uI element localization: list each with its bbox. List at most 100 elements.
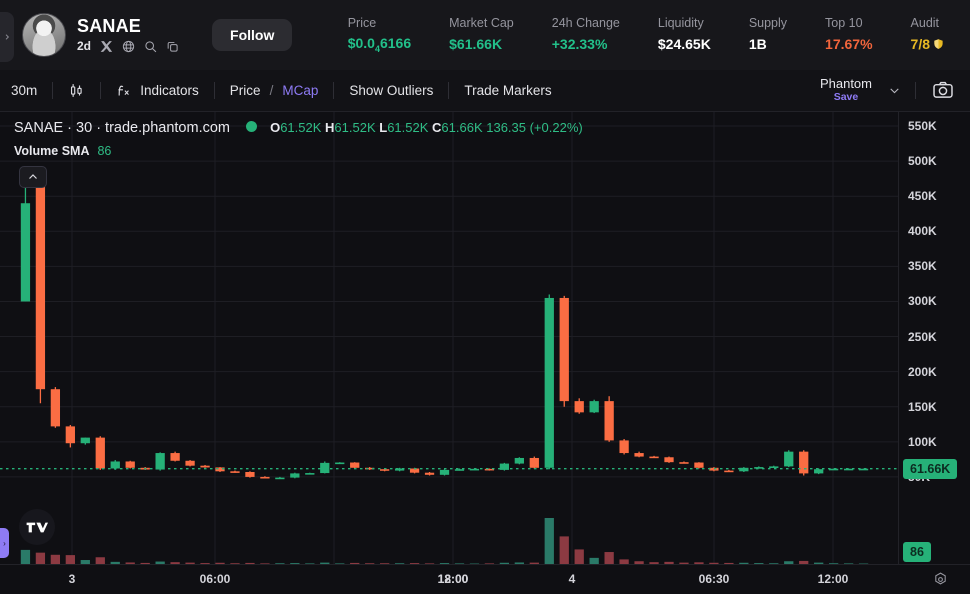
token-name: SANAE xyxy=(77,15,142,36)
tradingview-icon xyxy=(26,522,48,532)
toolbar-divider xyxy=(333,82,335,99)
mcap-option[interactable]: MCap xyxy=(282,83,319,98)
time-tick: 3 xyxy=(68,572,76,586)
chevron-down-icon[interactable] xyxy=(888,84,901,97)
token-age: 2d xyxy=(77,39,92,54)
camera-icon[interactable] xyxy=(932,79,954,101)
time-tick: 12:00 xyxy=(817,572,849,586)
toggle-separator: / xyxy=(269,83,274,98)
price-tick: 500K xyxy=(908,154,937,169)
chart-legend: SANAE · 30 · trade.phantom.com O61.52K H… xyxy=(14,120,583,136)
stat-top-10: Top 10 17.67% xyxy=(825,14,872,55)
left-panel-toggle[interactable] xyxy=(0,12,14,62)
side-drawer-handle[interactable]: › xyxy=(0,528,9,558)
collapse-pane-button[interactable] xyxy=(19,166,47,188)
toolbar-divider xyxy=(213,82,215,99)
status-dot-icon xyxy=(246,121,258,132)
time-tick: 06:30 xyxy=(698,572,730,586)
stat-value: 1B xyxy=(748,36,767,53)
token-meta-row: 2d xyxy=(77,39,179,53)
price-digits: 6166 xyxy=(379,35,412,52)
stat-label: Liquidity xyxy=(657,16,704,31)
price-tick: 100K xyxy=(908,434,937,449)
price-option[interactable]: Price xyxy=(229,83,261,98)
time-tick: 18:00 xyxy=(437,572,469,586)
close-label: C xyxy=(432,120,442,135)
show-outliers-button[interactable]: Show Outliers xyxy=(349,83,434,98)
toolbar-divider xyxy=(448,82,450,99)
chart-settings-icon[interactable] xyxy=(933,572,948,587)
stat-label: Audit xyxy=(910,16,940,31)
candlestick-plot[interactable] xyxy=(0,112,898,564)
price-mantissa: $0.0 xyxy=(347,35,375,52)
globe-icon[interactable] xyxy=(122,40,135,53)
fx-icon xyxy=(116,82,133,99)
chevron-up-icon xyxy=(29,174,37,179)
indicators-button[interactable]: Indicators xyxy=(101,70,214,112)
price-tick: 350K xyxy=(908,259,937,274)
stat-value: $0.046166 xyxy=(348,32,411,56)
open-label: O xyxy=(270,120,281,135)
stat-value: 17.67% xyxy=(825,36,873,53)
current-price-badge[interactable]: 61.66K xyxy=(903,458,958,479)
phantom-layout-selector[interactable]: Phantom Save xyxy=(812,77,880,103)
price-axis[interactable]: 550K 500K 450K 400K 350K 300K 250K 200K 150K 100K… xyxy=(898,112,970,564)
ohlc-values: O61.52K H61.52K L61.52K C61.66K 136.35 (… xyxy=(270,120,583,135)
volume-sma-legend: Volume SMA 86 xyxy=(14,144,111,158)
time-axis[interactable]: 3 06:00 12:00 18:00 4 06:30 12:00 xyxy=(0,564,970,594)
price-zero-count: 4 xyxy=(374,44,380,55)
phantom-label: Phantom xyxy=(819,76,872,92)
high-label: H xyxy=(325,120,335,135)
token-stats: Price $0.046166 Market Cap $61.66K 24h C… xyxy=(310,14,944,57)
price-mcap-toggle[interactable]: Price / MCap xyxy=(215,70,334,112)
stat-label: Market Cap xyxy=(449,16,514,31)
stat-24h-change: 24h Change +32.33% xyxy=(552,14,620,55)
token-header: SANAE 2d Follow Price $0.046166 Market C… xyxy=(0,0,970,70)
trade-markers-button[interactable]: Trade Markers xyxy=(464,83,552,98)
stat-price: Price $0.046166 xyxy=(348,14,411,57)
open-value: 61.52K xyxy=(280,120,322,135)
price-tick: 450K xyxy=(908,189,937,204)
tradingview-logo[interactable] xyxy=(19,509,55,545)
toolbar-divider xyxy=(52,82,54,99)
interval-selector[interactable]: 30m xyxy=(11,83,38,98)
chart-toolbar: 30m Indicators Price / MCap Show Outlier… xyxy=(0,70,970,112)
volume-sma-label: Volume SMA xyxy=(14,144,90,158)
close-value: 61.66K xyxy=(441,120,483,135)
token-identity: SANAE 2d Follow xyxy=(22,13,293,57)
search-icon[interactable] xyxy=(144,40,157,53)
chart-area[interactable]: SANAE · 30 · trade.phantom.com O61.52K H… xyxy=(0,112,970,594)
stat-label: Price xyxy=(347,15,377,30)
avatar xyxy=(22,13,66,57)
stat-supply: Supply 1B xyxy=(749,14,787,55)
stat-label: Supply xyxy=(748,16,788,31)
stat-value: $24.65K xyxy=(657,36,711,53)
volume-sma-value: 86 xyxy=(97,144,112,158)
copy-icon[interactable] xyxy=(166,40,179,53)
toolbar-divider xyxy=(100,82,102,99)
price-tick: 550K xyxy=(908,119,937,134)
high-value: 61.52K xyxy=(334,120,376,135)
chart-type-button[interactable] xyxy=(53,70,100,112)
price-tick: 400K xyxy=(908,224,937,239)
save-label[interactable]: Save xyxy=(833,90,859,103)
shield-icon xyxy=(933,38,944,50)
stat-label: 24h Change xyxy=(551,16,620,31)
low-value: 61.52K xyxy=(387,120,429,135)
stat-value: $61.66K xyxy=(449,36,503,53)
stat-value: 7/8 xyxy=(911,33,944,55)
candlestick-icon xyxy=(68,82,85,99)
price-tick: 250K xyxy=(908,329,937,344)
time-tick: 12:00 xyxy=(437,572,469,586)
price-tick: 150K xyxy=(908,399,937,414)
current-volume-badge[interactable]: 86 xyxy=(903,542,931,562)
low-label: L xyxy=(379,120,388,135)
price-tick: 200K xyxy=(908,364,937,379)
toolbar-divider xyxy=(915,81,916,99)
stat-value: +32.33% xyxy=(551,36,608,53)
chevron-right-icon xyxy=(5,34,10,40)
stat-market-cap: Market Cap $61.66K xyxy=(449,14,514,55)
follow-button[interactable]: Follow xyxy=(212,19,293,51)
x-icon[interactable] xyxy=(100,40,113,53)
legend-title: SANAE · 30 · trade.phantom.com xyxy=(14,120,230,136)
